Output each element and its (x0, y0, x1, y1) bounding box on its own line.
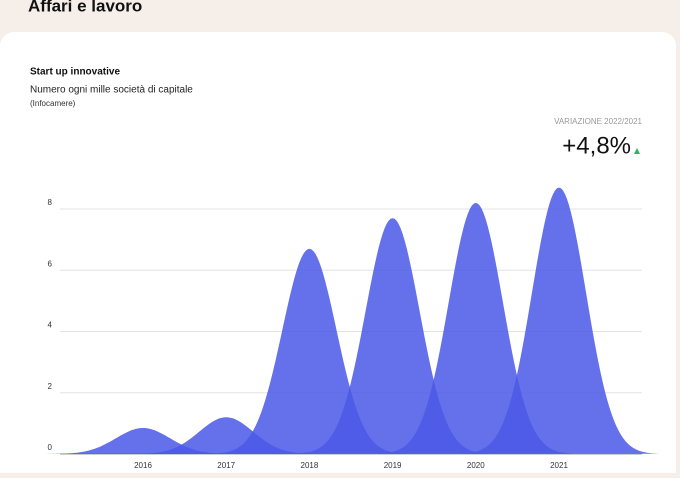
y-tick-label: 2 (48, 382, 53, 391)
chart-title: Start up innovative (30, 67, 120, 78)
peak (126, 417, 327, 454)
peak (375, 202, 576, 454)
section-title: Affari e lavoro (28, 0, 142, 15)
peak (459, 187, 659, 454)
variation-value: +4,8% (562, 132, 631, 159)
variation-label: VARIAZIONE 2022/2021 (554, 117, 642, 126)
y-tick-label: 0 (48, 443, 53, 452)
x-tick-label: 2020 (467, 461, 485, 470)
x-tick-label: 2019 (384, 461, 402, 470)
x-tick-label: 2016 (134, 461, 152, 470)
x-tick-label: 2021 (550, 461, 568, 470)
peak (209, 248, 410, 454)
y-tick-label: 8 (48, 198, 53, 207)
y-tick-label: 6 (48, 259, 53, 268)
up-arrow (634, 148, 640, 154)
chart-subtitle: Numero ogni mille società di capitale (30, 85, 193, 96)
x-tick-label: 2018 (301, 461, 319, 470)
chart-source: (Infocamere) (30, 99, 76, 108)
x-tick-label: 2017 (217, 461, 235, 470)
y-tick-label: 4 (48, 321, 53, 330)
peak (43, 428, 243, 454)
peak (292, 218, 493, 454)
